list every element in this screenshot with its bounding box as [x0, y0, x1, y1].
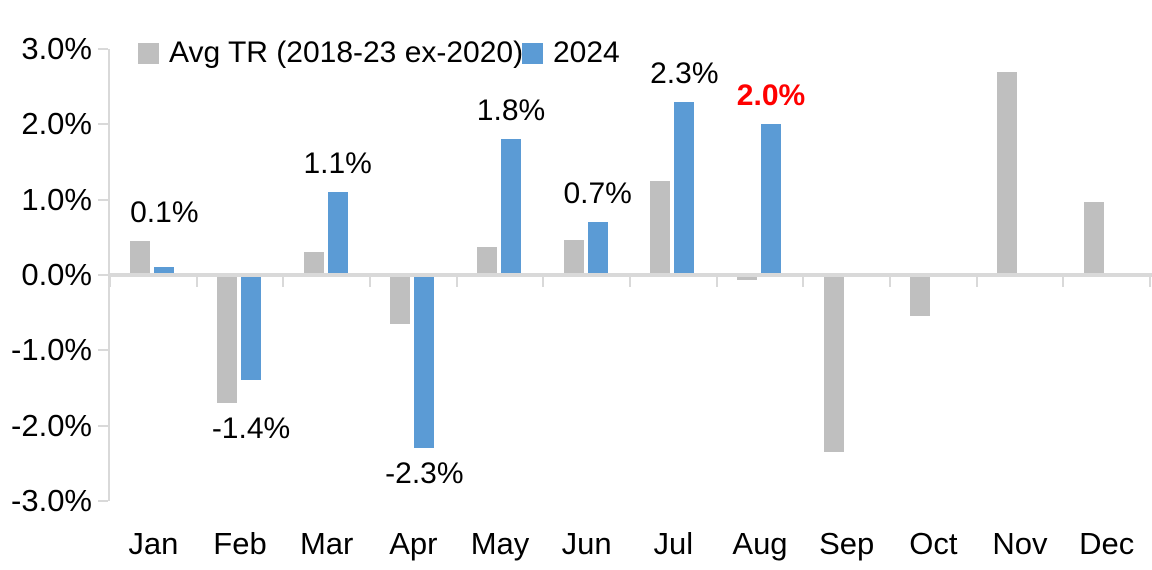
y-axis-tick-label: -1.0% [11, 332, 92, 368]
y-axis-tick-label: 3.0% [21, 31, 92, 66]
x-axis-label-jul: Jul [653, 526, 694, 561]
data-label-jan: 0.1% [130, 196, 199, 230]
x-axis-tick-mark [455, 275, 458, 287]
bar-avg-sep [823, 275, 844, 453]
y-axis-tick-mark [98, 123, 108, 126]
x-axis-zero-line [110, 273, 1152, 277]
bar-2024-feb [241, 275, 261, 381]
x-axis-tick-mark [109, 275, 111, 287]
x-axis-label-apr: Apr [389, 526, 438, 561]
x-axis-tick-mark [889, 275, 891, 287]
bar-avg-jan [130, 241, 151, 275]
x-axis-label-aug: Aug [732, 526, 788, 561]
x-axis-label-oct: Oct [909, 526, 958, 561]
x-axis-tick-mark [195, 275, 198, 287]
x-axis-tick-mark [975, 275, 978, 287]
x-axis-label-feb: Feb [213, 526, 267, 561]
data-label-feb: -1.4% [211, 412, 291, 446]
legend-item-2024: 2024 [522, 34, 620, 72]
y-axis-tick-mark [98, 274, 108, 276]
data-label-jul: 2.3% [650, 56, 719, 90]
bar-2024-jan [154, 267, 175, 275]
y-axis-tick-mark [98, 424, 108, 427]
legend-label-avg-tr: Avg TR (2018-23 ex-2020) [169, 36, 524, 69]
bar-avg-jun [563, 239, 584, 275]
y-axis-tick-label: 1.0% [21, 181, 92, 217]
bar-avg-dec [1083, 201, 1104, 275]
legend-label-2024: 2024 [553, 36, 620, 69]
x-axis-tick-mark [715, 275, 718, 287]
data-label-mar: 1.1% [303, 147, 372, 181]
data-label-jun: 0.7% [563, 177, 632, 211]
x-axis-tick-mark [1149, 275, 1151, 287]
legend-swatch-avg-tr-icon [138, 42, 159, 64]
bar-2024-may [501, 139, 521, 275]
y-axis-tick-mark [98, 48, 108, 50]
data-label-apr: -2.3% [385, 457, 464, 491]
x-axis-tick-mark [802, 275, 805, 287]
legend-item-avg-tr: Avg TR (2018-23 ex-2020) [138, 34, 523, 72]
y-axis-tick-label: -2.0% [11, 407, 92, 443]
y-axis-tick-mark [98, 198, 108, 201]
x-axis-tick-mark [369, 275, 371, 287]
bar-avg-apr [390, 275, 411, 324]
x-axis-label-nov: Nov [992, 526, 1048, 561]
x-axis-label-mar: Mar [299, 526, 354, 561]
x-axis-tick-mark [542, 275, 545, 287]
y-axis-tick-label: 0.0% [21, 257, 92, 292]
x-axis-tick-mark [282, 275, 285, 287]
x-axis-label-jun: Jun [561, 526, 612, 561]
bar-2024-apr [414, 275, 435, 449]
bar-avg-nov [997, 71, 1017, 275]
x-axis-label-sep: Sep [819, 526, 875, 561]
y-axis-tick-label: 2.0% [21, 106, 92, 142]
x-axis-tick-mark [629, 275, 631, 287]
bar-2024-jun [587, 222, 608, 275]
bar-2024-aug [761, 124, 781, 275]
x-axis-label-may: May [470, 526, 530, 561]
bar-avg-jul [650, 180, 671, 275]
bar-avg-mar [303, 252, 324, 275]
bar-2024-mar [327, 192, 348, 275]
legend-swatch-2024-icon [522, 42, 543, 64]
bar-avg-oct [910, 275, 931, 317]
data-label-may: 1.8% [476, 94, 546, 128]
y-axis-tick-mark [98, 499, 108, 502]
y-axis-tick-mark [98, 349, 108, 352]
bar-2024-jul [674, 101, 695, 275]
x-axis-label-jan: Jan [128, 526, 179, 561]
x-axis-label-dec: Dec [1079, 526, 1135, 561]
bar-avg-aug [737, 275, 757, 281]
y-axis-tick-label: -3.0% [11, 482, 92, 518]
data-label-aug: 2.0% [736, 79, 806, 113]
bar-avg-may [477, 247, 497, 275]
x-axis-tick-mark [1062, 275, 1065, 287]
bar-avg-feb [217, 275, 237, 404]
